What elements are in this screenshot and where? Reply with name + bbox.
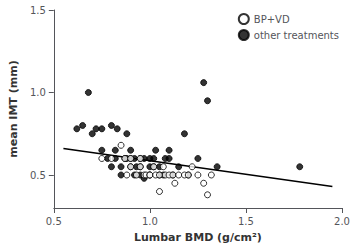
svg-text:1.5: 1.5: [238, 216, 254, 227]
svg-text:1.0: 1.0: [142, 216, 158, 227]
svg-text:mean IMT (mm): mean IMT (mm): [7, 60, 20, 157]
svg-text:0.5: 0.5: [46, 216, 62, 227]
svg-text:1.0: 1.0: [30, 87, 46, 98]
svg-text:Lumbar BMD (g/cm²): Lumbar BMD (g/cm²): [134, 231, 262, 244]
svg-text:other treatments: other treatments: [254, 30, 339, 41]
svg-text:0.5: 0.5: [30, 170, 46, 181]
svg-text:1.5: 1.5: [30, 5, 46, 16]
svg-text:BP+VD: BP+VD: [254, 14, 290, 25]
svg-text:2.0: 2.0: [334, 216, 350, 227]
